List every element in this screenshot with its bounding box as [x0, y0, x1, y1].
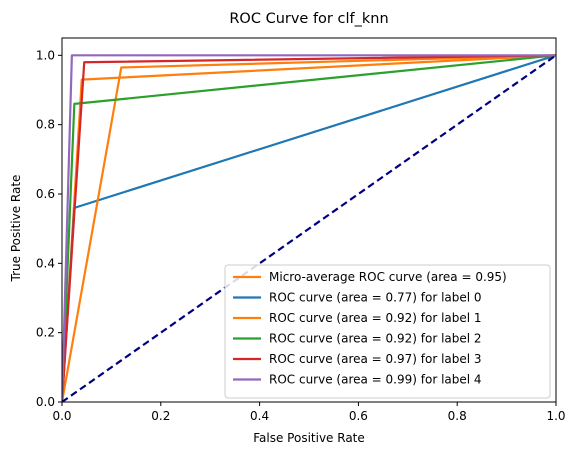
legend-entry-label: ROC curve (area = 0.99) for label 4 [269, 373, 482, 387]
series-line-2 [62, 54, 556, 402]
diagonal-reference-line [62, 54, 556, 402]
y-tick-label: 0.2 [36, 326, 55, 340]
x-axis-label: False Positive Rate [253, 431, 365, 445]
chart-title: ROC Curve for clf_knn [229, 11, 388, 27]
x-tick-label: 1.0 [546, 409, 565, 423]
y-tick-label: 0.8 [36, 118, 55, 132]
series-line-3 [62, 54, 556, 402]
y-tick-label: 0.0 [36, 395, 55, 409]
legend-box [224, 264, 551, 399]
plot-area: 0.0 0.2 0.4 0.6 0.8 1.0 0.0 0.2 0.4 0.6 0.8 1.0 [36, 37, 566, 423]
series-line-4 [62, 54, 556, 402]
legend-entry-label: ROC curve (area = 0.92) for label 2 [269, 332, 482, 346]
x-tick-label: 0.4 [250, 409, 269, 423]
y-tick-label: 0.6 [36, 187, 55, 201]
x-tick-label: 0.8 [448, 409, 467, 423]
y-tick-label: 1.0 [36, 48, 55, 62]
y-axis-label: True Positive Rate [9, 175, 23, 283]
legend-entry-label: ROC curve (area = 0.92) for label 1 [269, 311, 482, 325]
x-tick-label: 0.6 [349, 409, 368, 423]
legend-entry-label: Micro-average ROC curve (area = 0.95) [269, 270, 507, 284]
x-tick-label: 0.0 [52, 409, 71, 423]
series-line-5 [62, 54, 556, 402]
series-group [62, 54, 556, 402]
legend-entry-label: ROC curve (area = 0.97) for label 3 [269, 352, 482, 366]
y-tick-label: 0.4 [36, 256, 55, 270]
x-tick-label: 0.2 [151, 409, 170, 423]
legend: Micro-average ROC curve (area = 0.95) ROC… [224, 264, 551, 399]
legend-entry-label: ROC curve (area = 0.77) for label 0 [269, 291, 482, 305]
axes-frame [61, 37, 557, 403]
